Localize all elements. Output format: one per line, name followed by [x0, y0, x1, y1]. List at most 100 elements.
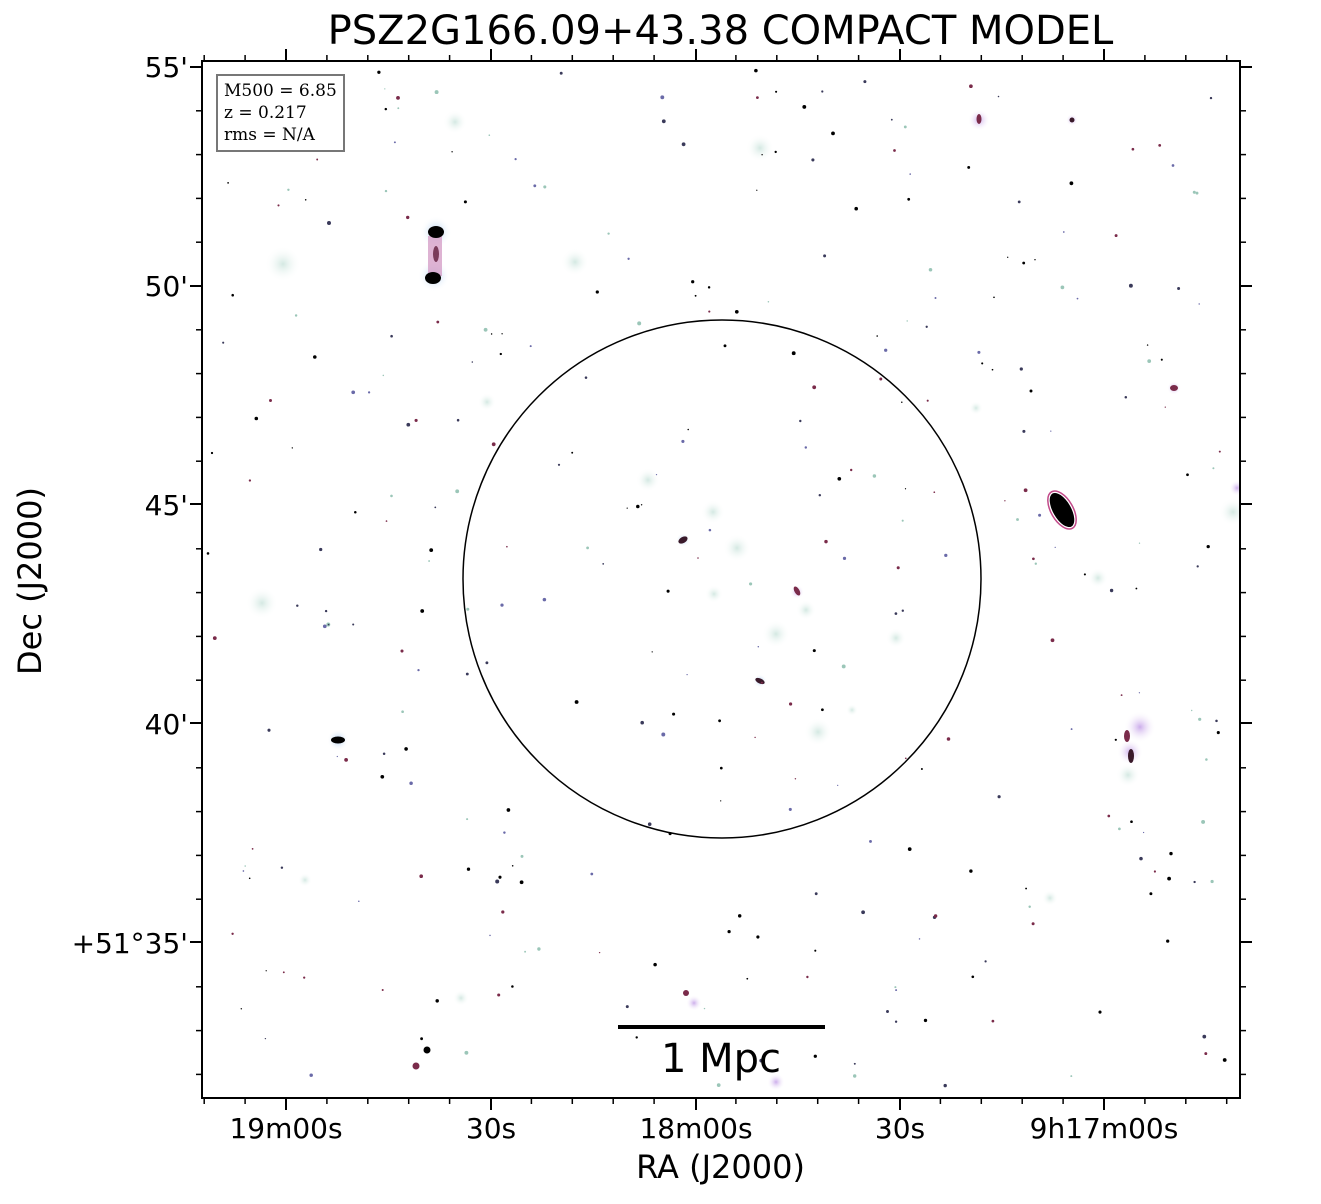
point-source — [501, 910, 505, 914]
point-source — [903, 125, 907, 129]
point-source — [1186, 473, 1189, 477]
point-source — [206, 552, 210, 555]
point-source — [890, 118, 893, 121]
point-source — [977, 350, 981, 354]
point-source — [907, 847, 912, 851]
point-source — [625, 1005, 629, 1009]
point-source — [1064, 510, 1066, 512]
point-source — [1054, 546, 1056, 549]
point-source — [490, 333, 493, 335]
point-source — [483, 327, 488, 332]
point-source — [324, 609, 328, 613]
point-source — [1196, 565, 1199, 568]
radio-lobe — [1124, 711, 1156, 743]
point-source — [1016, 518, 1019, 521]
halo — [265, 246, 301, 282]
point-source — [626, 507, 628, 509]
point-source — [1007, 256, 1009, 258]
source-core — [1069, 117, 1075, 123]
source-core — [1128, 749, 1134, 763]
x-tick-label: 30s — [466, 1112, 516, 1145]
point-source — [590, 872, 594, 876]
point-source — [981, 362, 984, 365]
point-source — [1138, 692, 1141, 694]
point-source — [872, 474, 877, 478]
point-source — [464, 1050, 469, 1055]
point-source — [409, 781, 413, 785]
point-source — [1164, 406, 1166, 408]
point-source — [1212, 467, 1215, 470]
image-area — [202, 61, 1240, 1098]
point-source — [946, 737, 951, 741]
point-source — [812, 649, 816, 653]
halo — [636, 468, 660, 492]
point-source — [1022, 429, 1026, 433]
point-source — [894, 612, 898, 615]
point-source — [327, 221, 331, 225]
point-source — [533, 184, 537, 188]
halo — [796, 600, 816, 620]
point-source — [404, 747, 408, 751]
point-source — [222, 341, 225, 344]
point-source — [861, 910, 865, 915]
point-source — [794, 778, 797, 780]
point-source — [723, 344, 727, 348]
point-source — [637, 321, 642, 326]
point-source — [420, 609, 425, 613]
point-source — [775, 90, 778, 93]
point-source — [1149, 892, 1153, 896]
point-source — [1167, 876, 1171, 881]
y-tick-label: 40' — [145, 708, 188, 741]
point-source — [886, 1010, 889, 1013]
point-source — [501, 333, 503, 335]
source-core — [683, 990, 689, 996]
point-source — [727, 929, 731, 934]
point-source — [384, 88, 386, 90]
point-source — [813, 1054, 817, 1058]
point-source — [598, 951, 601, 954]
point-source — [382, 752, 386, 755]
point-source — [879, 377, 883, 381]
halo — [969, 401, 983, 415]
point-source — [853, 1062, 856, 1065]
source-core — [423, 1046, 431, 1054]
rms-text: rms = N/A — [224, 125, 315, 145]
point-source — [934, 297, 937, 299]
point-source — [1204, 1052, 1208, 1056]
point-source — [344, 758, 348, 762]
point-source — [465, 672, 469, 676]
point-source — [895, 989, 898, 992]
halo — [705, 585, 723, 603]
point-source — [1193, 880, 1196, 884]
point-source — [788, 807, 792, 811]
point-source — [267, 728, 271, 732]
point-source — [894, 986, 897, 989]
point-source — [354, 510, 357, 514]
point-source — [1069, 181, 1074, 186]
point-source — [707, 286, 711, 289]
point-source — [287, 188, 290, 191]
point-source — [918, 938, 921, 940]
source-core — [412, 1062, 420, 1070]
point-source — [904, 488, 907, 490]
point-source — [1128, 283, 1133, 288]
point-source — [943, 1083, 947, 1088]
point-source — [904, 757, 907, 760]
point-source — [529, 345, 532, 348]
point-source — [1169, 851, 1173, 856]
point-source — [824, 539, 828, 544]
source-core — [976, 114, 982, 124]
point-source — [901, 609, 904, 612]
point-source — [1147, 359, 1152, 363]
point-source — [944, 553, 948, 558]
point-source — [640, 720, 644, 725]
point-source — [1019, 367, 1023, 371]
halo — [746, 134, 774, 162]
redshift-text: z = 0.217 — [224, 103, 307, 123]
point-source — [499, 352, 502, 356]
point-source — [1130, 820, 1133, 824]
point-source — [761, 154, 763, 156]
x-tick-label: 9h17m00s — [1030, 1112, 1179, 1145]
point-source — [691, 280, 695, 284]
point-source — [537, 947, 541, 951]
